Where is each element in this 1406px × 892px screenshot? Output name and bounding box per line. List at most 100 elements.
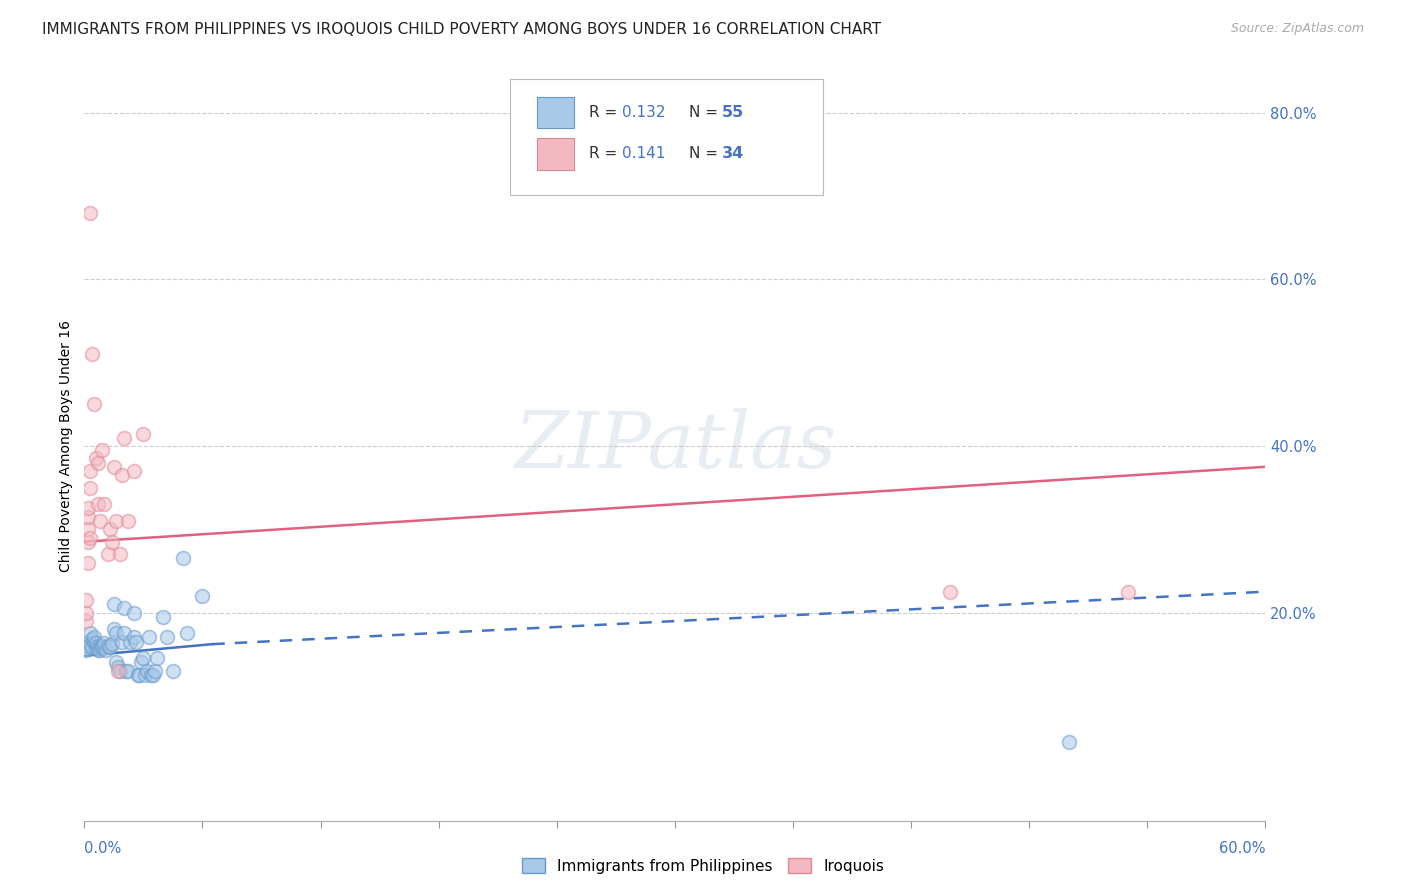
Point bbox=[79, 464, 101, 478]
Text: Source: ZipAtlas.com: Source: ZipAtlas.com bbox=[1230, 22, 1364, 36]
Point bbox=[111, 634, 134, 648]
Point bbox=[75, 614, 97, 628]
Point bbox=[141, 668, 163, 682]
Point bbox=[89, 643, 111, 657]
Point bbox=[97, 639, 120, 653]
Point bbox=[138, 631, 160, 645]
Text: 60.0%: 60.0% bbox=[1219, 841, 1265, 856]
Point bbox=[162, 664, 184, 678]
Point bbox=[117, 514, 139, 528]
Point bbox=[79, 531, 101, 545]
Point bbox=[107, 659, 129, 673]
Point bbox=[1116, 584, 1139, 599]
FancyBboxPatch shape bbox=[537, 97, 575, 128]
Point bbox=[87, 639, 110, 653]
Point bbox=[79, 637, 101, 651]
Point bbox=[117, 664, 139, 678]
Point bbox=[87, 497, 110, 511]
Text: R =: R = bbox=[589, 105, 621, 120]
Point bbox=[143, 664, 166, 678]
Point bbox=[132, 651, 155, 665]
Point bbox=[122, 606, 145, 620]
Point bbox=[128, 668, 150, 682]
Point bbox=[107, 664, 129, 678]
Point bbox=[112, 601, 135, 615]
Point bbox=[152, 609, 174, 624]
Text: 55: 55 bbox=[723, 105, 744, 120]
Point bbox=[112, 431, 135, 445]
Point bbox=[91, 443, 114, 458]
Point bbox=[103, 622, 125, 636]
Point bbox=[93, 497, 115, 511]
Point bbox=[114, 664, 136, 678]
Point bbox=[79, 481, 101, 495]
Point bbox=[87, 456, 110, 470]
Legend: Immigrants from Philippines, Iroquois: Immigrants from Philippines, Iroquois bbox=[516, 852, 890, 880]
Point bbox=[93, 636, 115, 650]
Point bbox=[156, 631, 179, 645]
Point bbox=[122, 631, 145, 645]
Point bbox=[84, 640, 107, 655]
Point bbox=[77, 639, 100, 653]
Point bbox=[94, 643, 117, 657]
Point bbox=[103, 459, 125, 474]
Point bbox=[89, 514, 111, 528]
Point bbox=[142, 668, 165, 682]
Point bbox=[77, 534, 100, 549]
Text: 34: 34 bbox=[723, 146, 744, 161]
Point bbox=[101, 534, 124, 549]
Text: 0.141: 0.141 bbox=[621, 146, 665, 161]
Text: N =: N = bbox=[689, 105, 723, 120]
Point bbox=[77, 556, 100, 570]
Point bbox=[93, 640, 115, 655]
Point bbox=[112, 626, 135, 640]
Text: IMMIGRANTS FROM PHILIPPINES VS IROQUOIS CHILD POVERTY AMONG BOYS UNDER 16 CORREL: IMMIGRANTS FROM PHILIPPINES VS IROQUOIS … bbox=[42, 22, 882, 37]
Point bbox=[104, 626, 127, 640]
Point bbox=[79, 626, 101, 640]
Point bbox=[98, 522, 121, 536]
Point bbox=[91, 639, 114, 653]
Point bbox=[91, 641, 114, 656]
Point bbox=[83, 634, 105, 648]
Point bbox=[82, 632, 104, 647]
Point bbox=[89, 640, 111, 655]
Point bbox=[146, 651, 169, 665]
Point bbox=[172, 551, 194, 566]
Point bbox=[118, 634, 141, 648]
Point bbox=[191, 589, 214, 603]
Text: 0.132: 0.132 bbox=[621, 105, 665, 120]
Point bbox=[122, 464, 145, 478]
Point bbox=[111, 468, 134, 483]
Point bbox=[97, 547, 120, 561]
Y-axis label: Child Poverty Among Boys Under 16: Child Poverty Among Boys Under 16 bbox=[59, 320, 73, 572]
Text: R =: R = bbox=[589, 146, 621, 161]
Point bbox=[82, 347, 104, 361]
Point bbox=[82, 640, 104, 655]
Point bbox=[108, 547, 131, 561]
Point bbox=[132, 426, 155, 441]
Point bbox=[124, 634, 146, 648]
Point bbox=[75, 606, 97, 620]
Point bbox=[98, 640, 121, 655]
FancyBboxPatch shape bbox=[509, 78, 823, 195]
Point bbox=[101, 637, 124, 651]
Point bbox=[77, 522, 100, 536]
Point bbox=[83, 631, 105, 645]
Point bbox=[75, 593, 97, 607]
Point bbox=[103, 597, 125, 611]
Point bbox=[79, 206, 101, 220]
Point bbox=[104, 514, 127, 528]
Point bbox=[176, 626, 198, 640]
Point bbox=[87, 643, 110, 657]
Point bbox=[84, 451, 107, 466]
Point bbox=[83, 397, 105, 411]
Point bbox=[1057, 734, 1080, 748]
Text: N =: N = bbox=[689, 146, 723, 161]
Point bbox=[134, 668, 156, 682]
FancyBboxPatch shape bbox=[537, 138, 575, 169]
Point bbox=[77, 509, 100, 524]
Text: 0.0%: 0.0% bbox=[84, 841, 121, 856]
Text: ZIPatlas: ZIPatlas bbox=[513, 408, 837, 484]
Point bbox=[77, 501, 100, 516]
Point bbox=[131, 656, 153, 670]
